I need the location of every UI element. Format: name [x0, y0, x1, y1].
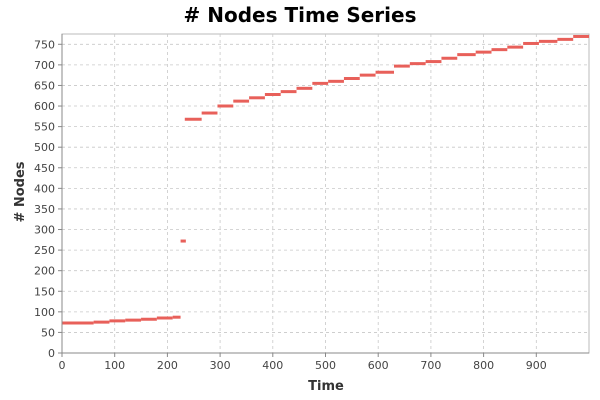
y-tick-label: 200 [34, 265, 55, 278]
x-tick-label: 0 [59, 359, 66, 372]
y-tick-label: 750 [34, 38, 55, 51]
y-tick-label: 300 [34, 224, 55, 237]
x-tick-label: 500 [315, 359, 336, 372]
x-axis-label: Time [308, 379, 344, 394]
x-tick-label: 200 [157, 359, 178, 372]
y-tick-label: 350 [34, 203, 55, 216]
chart-title: # Nodes Time Series [184, 3, 417, 27]
y-tick-label: 0 [48, 347, 55, 360]
gridlines [61, 33, 590, 354]
y-axis-label: # Nodes [13, 161, 28, 222]
x-tick-label: 900 [526, 359, 547, 372]
y-tick-label: 50 [41, 326, 55, 339]
y-tick-label: 100 [34, 306, 55, 319]
y-tick-label: 650 [34, 79, 55, 92]
data-series [62, 34, 589, 325]
y-tick-label: 550 [34, 121, 55, 134]
y-tick-label: 500 [34, 141, 55, 154]
x-tick-label: 300 [210, 359, 231, 372]
y-tick-label: 450 [34, 162, 55, 175]
y-tick-label: 400 [34, 182, 55, 195]
x-tick-label: 400 [262, 359, 283, 372]
y-tick-label: 250 [34, 244, 55, 257]
y-tick-label: 700 [34, 59, 55, 72]
axes [58, 34, 589, 357]
y-tick-label: 150 [34, 285, 55, 298]
x-tick-label: 600 [368, 359, 389, 372]
x-tick-label: 100 [104, 359, 125, 372]
tick-labels: 0 100 200 300 400 500 600 700 800 900 0 50 100 150 200… [34, 38, 547, 372]
y-tick-label: 600 [34, 100, 55, 113]
x-tick-label: 700 [420, 359, 441, 372]
x-tick-label: 800 [473, 359, 494, 372]
